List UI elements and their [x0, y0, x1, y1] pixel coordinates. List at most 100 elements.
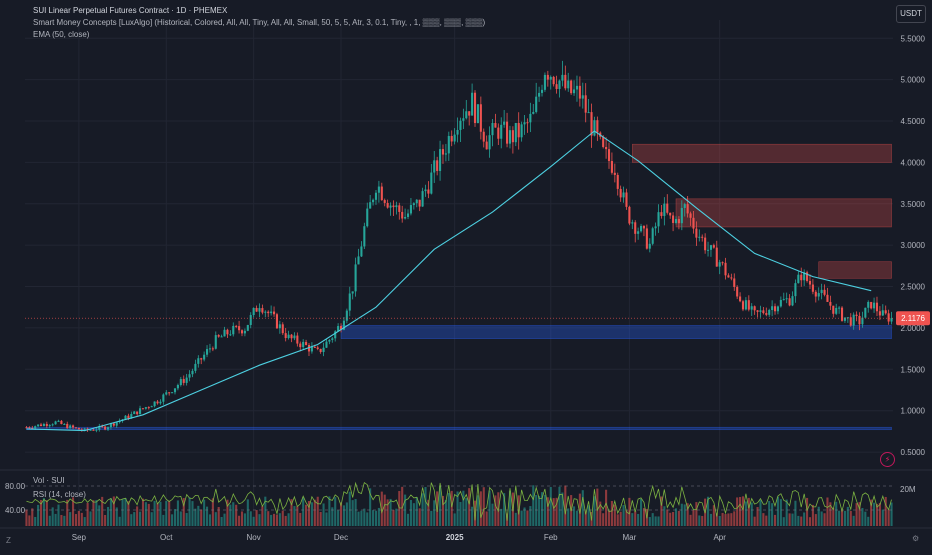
candle — [95, 427, 98, 433]
candle-body — [849, 317, 852, 326]
candle — [287, 330, 290, 340]
candle — [756, 309, 759, 318]
candle-body — [794, 283, 797, 297]
candle-body — [829, 301, 832, 306]
candle — [156, 400, 159, 405]
candle — [506, 112, 509, 148]
volume-bar — [476, 495, 479, 526]
candle — [782, 292, 785, 301]
candle — [645, 224, 648, 250]
volume-bar — [695, 502, 698, 526]
volume-bar — [249, 511, 252, 526]
ema-indicator-label[interactable]: EMA (50, close) — [33, 30, 90, 39]
candle-body — [162, 394, 165, 402]
volume-bar — [567, 508, 570, 526]
candle — [776, 305, 779, 315]
candle — [491, 119, 494, 147]
smc-indicator-label[interactable]: Smart Money Concepts [LuxAlgo] (Historic… — [33, 18, 486, 27]
candle — [377, 180, 380, 203]
candle — [395, 201, 398, 215]
candle — [139, 405, 142, 415]
volume-bar — [208, 514, 212, 526]
candle — [243, 328, 246, 337]
lightning-icon[interactable]: ⚡ — [880, 452, 895, 467]
settings-icon[interactable]: ⚙ — [912, 534, 920, 543]
zoom-icon[interactable]: Z — [6, 536, 11, 545]
volume-bar — [712, 505, 715, 526]
candle-body — [607, 149, 611, 162]
volume-bar — [57, 504, 60, 526]
volume-bar — [51, 507, 54, 526]
candle-body — [567, 80, 570, 89]
candle-body — [538, 92, 541, 97]
candle-body — [433, 160, 436, 173]
candle-body — [453, 134, 456, 142]
volume-bar — [721, 512, 724, 526]
volume-bar — [701, 515, 704, 526]
price-tick-label: 3.0000 — [901, 241, 926, 250]
volume-bar — [296, 506, 299, 526]
candle — [817, 287, 820, 301]
candle — [514, 122, 517, 147]
volume-bar — [607, 510, 611, 526]
candle — [811, 279, 814, 295]
candle — [104, 425, 107, 431]
candle-body — [372, 199, 375, 203]
volume-bar — [395, 508, 398, 526]
candle-body — [744, 300, 747, 310]
volume-bar — [555, 497, 558, 526]
candle — [427, 181, 430, 199]
volume-bar — [631, 513, 634, 526]
volume-bar — [275, 514, 279, 526]
candle-body — [39, 424, 43, 427]
candle — [747, 295, 750, 312]
price-tag — [896, 311, 930, 326]
candle — [339, 323, 343, 333]
volume-bar — [69, 512, 72, 526]
candle — [272, 306, 276, 317]
volume-bar — [316, 496, 319, 526]
candle-body — [741, 301, 745, 310]
candle-body — [124, 415, 127, 420]
candle-body — [887, 313, 890, 322]
symbol-title[interactable]: SUI Linear Perpetual Futures Contract · … — [33, 6, 228, 15]
volume-bar — [817, 506, 820, 526]
volume-bar — [77, 510, 80, 526]
candle — [319, 348, 322, 354]
candle-body — [272, 311, 276, 315]
candle — [415, 199, 418, 208]
candle-body — [500, 124, 503, 139]
time-tick-label: Apr — [713, 533, 726, 542]
volume-bar — [383, 494, 386, 526]
volume-bar — [584, 510, 587, 526]
candle-body — [106, 427, 110, 430]
bullish-order-block — [340, 325, 892, 339]
candle — [849, 313, 852, 327]
candle-body — [622, 192, 625, 198]
volume-legend[interactable]: Vol · SUI — [33, 476, 65, 485]
volume-bar — [354, 499, 357, 526]
volume-bar — [564, 485, 567, 526]
volume-bar — [680, 503, 683, 526]
volume-bar — [182, 498, 185, 526]
volume-bar — [25, 509, 28, 526]
candle — [462, 108, 465, 130]
volume-bar — [328, 496, 331, 526]
candle-body — [639, 225, 643, 232]
candle — [168, 392, 171, 396]
volume-bar — [765, 515, 768, 526]
rsi-legend[interactable]: RSI (14, close) — [33, 490, 86, 499]
volume-bar — [741, 496, 745, 526]
candle-body — [765, 313, 768, 315]
candle — [613, 163, 616, 183]
volume-bar — [593, 496, 596, 526]
volume-bar — [890, 502, 893, 526]
price-tick-label: 4.5000 — [901, 117, 926, 126]
candle-body — [369, 202, 372, 209]
currency-badge[interactable]: USDT — [896, 5, 926, 23]
volume-bar — [698, 515, 701, 526]
volume-bar — [762, 513, 765, 526]
candle — [829, 295, 832, 311]
